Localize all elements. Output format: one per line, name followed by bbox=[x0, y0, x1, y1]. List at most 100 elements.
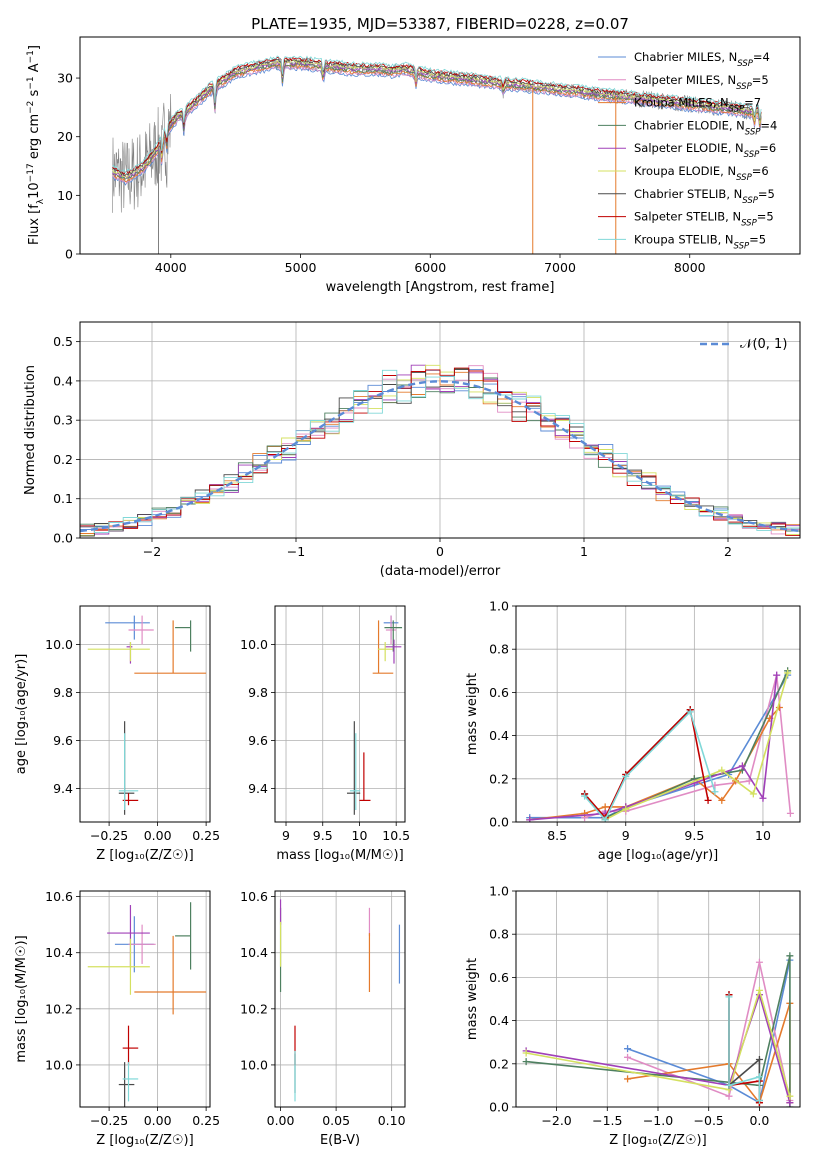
weight_vs_z-panel: −2.0 −1.5 −1.0 −0.5 0.0 0.0 0.2 0.4 0.6 0.8 1.0 Z [… bbox=[465, 884, 801, 1148]
weight-marker bbox=[784, 669, 792, 677]
weight-marker bbox=[738, 762, 746, 770]
x-tick-label: 1 bbox=[580, 544, 588, 559]
legend-label-sub: SSP bbox=[744, 150, 760, 160]
y-tick-label: 10.0 bbox=[45, 1057, 73, 1072]
y-tick-label: 9.6 bbox=[53, 733, 73, 748]
legend-label-base: Chabrier ELODIE, N bbox=[634, 118, 745, 132]
y-tick-label: 10.0 bbox=[240, 1057, 268, 1072]
y-tick-label: 20 bbox=[57, 129, 73, 144]
weight-marker bbox=[624, 1075, 632, 1083]
weight-marker bbox=[725, 1081, 733, 1089]
legend-label-base: Salpeter MILES, N bbox=[634, 73, 736, 87]
y-tick-label: 10.0 bbox=[240, 637, 268, 652]
x-tick-label: −0.5 bbox=[694, 1113, 724, 1128]
x-tick-label: −2 bbox=[143, 544, 161, 559]
y-tick-label: 9.4 bbox=[248, 781, 268, 796]
age_vs_mass-panel: 9 9.5 10 10.5 9.4 9.6 9.8 10.0 mass [log₁₀(M/M☉)… bbox=[240, 605, 410, 863]
legend-label-tail: =6 bbox=[752, 164, 769, 178]
weight-marker bbox=[749, 790, 757, 798]
x-axis-label: age [log₁₀(age/yr)] bbox=[598, 848, 719, 863]
legend-label-base: Kroupa MILES, N bbox=[634, 96, 729, 110]
weight-marker bbox=[526, 816, 534, 822]
y-tick-label: 1.0 bbox=[489, 599, 509, 614]
weight-marker bbox=[725, 993, 733, 1001]
y-axis-label-part: −1 bbox=[26, 50, 36, 63]
model-spectrum-7 bbox=[112, 56, 762, 175]
mass_vs_ebv-frame bbox=[274, 890, 406, 1108]
legend-label-sub: SSP bbox=[745, 127, 761, 137]
x-tick-label: 10 bbox=[755, 828, 771, 843]
legend-label-tail: =5 bbox=[749, 232, 766, 246]
weight-marker bbox=[622, 805, 630, 813]
x-tick-label: 8.5 bbox=[547, 828, 567, 843]
x-tick-label: 10.5 bbox=[382, 828, 410, 843]
y-tick-label: 10.4 bbox=[45, 945, 73, 960]
y-axis-label-part: s bbox=[27, 89, 42, 100]
weight-marker bbox=[522, 1058, 530, 1066]
x-tick-label: 0.0 bbox=[749, 1113, 769, 1128]
y-tick-label: 9.4 bbox=[53, 781, 73, 796]
x-tick-label: 0.00 bbox=[144, 1113, 172, 1128]
y-tick-label: 0.1 bbox=[53, 491, 73, 506]
y-axis-label: Flux [fλ10−17 erg cm−2 s−1 A−1] bbox=[26, 45, 46, 245]
x-tick-label: 7000 bbox=[544, 260, 576, 275]
x-tick-label: 2 bbox=[724, 544, 732, 559]
weight-marker bbox=[601, 803, 609, 811]
y-tick-label: 30 bbox=[57, 71, 73, 86]
legend-label-base: Salpeter STELIB, N bbox=[634, 210, 741, 224]
mass_vs_z-plot-area bbox=[87, 902, 207, 1107]
x-tick-label: −1.0 bbox=[643, 1113, 673, 1128]
y-tick-label: 0.6 bbox=[489, 685, 509, 700]
weight-marker bbox=[773, 671, 781, 679]
legend-label-1: Salpeter MILES, NSSP=5 bbox=[634, 73, 769, 92]
x-tick-label: 6000 bbox=[414, 260, 446, 275]
age_vs_mass-plot-area bbox=[346, 615, 403, 815]
weight-marker bbox=[755, 1055, 763, 1063]
legend-label-7: Salpeter STELIB, NSSP=5 bbox=[634, 210, 774, 229]
x-tick-label: 10 bbox=[352, 828, 368, 843]
spectrum-frame bbox=[79, 36, 801, 255]
spectrum-plot-area bbox=[112, 55, 762, 254]
y-tick-label: 10.6 bbox=[240, 889, 268, 904]
x-axis-label: Z [log₁₀(Z/Z☉)] bbox=[609, 1133, 706, 1148]
x-axis-label: Z [log₁₀(Z/Z☉)] bbox=[96, 1133, 193, 1148]
y-tick-label: 0.0 bbox=[53, 531, 73, 546]
y-axis-label: mass weight bbox=[465, 958, 480, 1040]
legend-label-base: Kroupa ELODIE, N bbox=[634, 164, 736, 178]
x-axis-label: Z [log₁₀(Z/Z☉)] bbox=[96, 848, 193, 863]
mass_vs_ebv-plot-area bbox=[279, 899, 401, 1102]
x-axis-label: (data-model)/error bbox=[380, 564, 501, 579]
x-tick-label: −1 bbox=[287, 544, 305, 559]
legend-label-tail: =5 bbox=[757, 210, 774, 224]
x-tick-label: 0.05 bbox=[322, 1113, 350, 1128]
mass_vs_ebv-panel: 0.00 0.05 0.10 10.0 10.2 10.4 10.6 E(B-V) bbox=[240, 889, 405, 1148]
x-tick-label: 0.00 bbox=[144, 828, 172, 843]
y-tick-label: 0.8 bbox=[489, 927, 509, 942]
y-axis-label-part: −1 bbox=[26, 76, 36, 89]
x-tick-label: −0.25 bbox=[90, 1113, 128, 1128]
legend-label-sub: SSP bbox=[734, 241, 750, 251]
weight-marker bbox=[581, 792, 589, 800]
x-tick-label: 0 bbox=[436, 544, 444, 559]
x-tick-label: 0.25 bbox=[192, 1113, 220, 1128]
y-tick-label: 10 bbox=[57, 188, 73, 203]
legend-label-sub: SSP bbox=[742, 196, 758, 206]
weight-marker bbox=[704, 796, 712, 804]
legend-label-4: Salpeter ELODIE, NSSP=6 bbox=[634, 141, 776, 160]
residuals-panel: −2 −1 0 1 2 0.0 0.1 0.2 0.3 0.4 0.5 (data-model)/er… bbox=[23, 321, 801, 579]
model-spectrum-8 bbox=[112, 55, 762, 174]
y-tick-label: 0.4 bbox=[53, 373, 73, 388]
weight-marker bbox=[522, 1049, 530, 1057]
legend-label-sub: SSP bbox=[737, 59, 753, 69]
y-tick-label: 9.8 bbox=[53, 685, 73, 700]
weight-marker bbox=[786, 952, 794, 960]
weight-marker bbox=[755, 958, 763, 966]
weight-line-7 bbox=[728, 994, 761, 1103]
legend-label-6: Chabrier STELIB, NSSP=5 bbox=[634, 187, 775, 206]
legend-label-tail: =6 bbox=[759, 141, 776, 155]
legend-label-sub: SSP bbox=[729, 105, 745, 115]
y-tick-label: 0.4 bbox=[489, 728, 509, 743]
age_vs_z-plot-area bbox=[87, 615, 207, 815]
histogram-step-8 bbox=[80, 369, 800, 538]
mass_vs_z-frame bbox=[79, 890, 211, 1108]
